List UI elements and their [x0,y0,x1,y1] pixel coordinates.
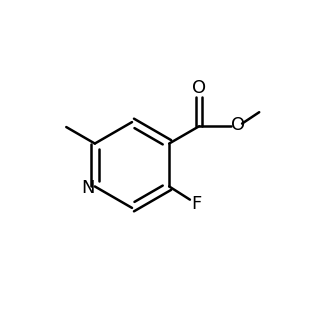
Text: F: F [191,195,202,213]
Text: O: O [231,115,245,134]
Text: N: N [81,179,94,197]
Text: O: O [192,79,206,97]
